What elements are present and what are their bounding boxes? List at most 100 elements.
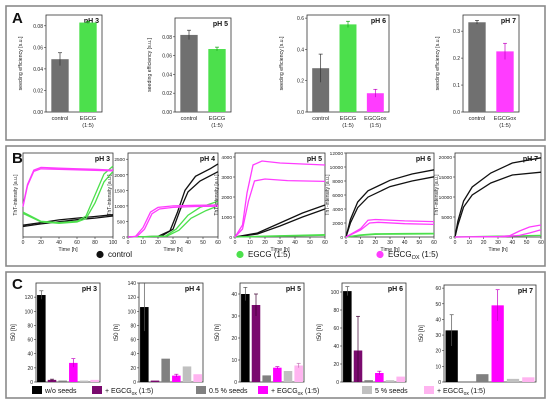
bar bbox=[58, 380, 67, 382]
bar bbox=[161, 358, 170, 382]
series-line bbox=[454, 171, 542, 238]
line-chart: pH 6 ThT-intensity [a.u.] Time [h] 0 10 20 30 4… bbox=[325, 151, 437, 253]
line-chart: pH 4 ThT-intensity [a.u.] Time [h] 0 10 20 30 4… bbox=[107, 152, 221, 253]
series-line bbox=[454, 157, 542, 238]
y-tick-label: 12000 bbox=[330, 151, 344, 157]
bar bbox=[47, 379, 57, 382]
y-tick-label: 60 bbox=[333, 326, 339, 332]
y-tick-label: 40 bbox=[435, 317, 441, 323]
y-tick-label: 30 bbox=[231, 314, 237, 320]
y-axis-label: ThT-intensity [a.u.] bbox=[325, 174, 331, 216]
category-sublabel: (1:5) bbox=[370, 123, 382, 129]
legend-label: 5 % seeds bbox=[375, 388, 408, 395]
legend-item: control bbox=[96, 250, 132, 259]
bar-chart: pH 5 t50 [h] 0 10 20 30 40 bbox=[215, 282, 305, 386]
x-tick-label: 10 bbox=[467, 240, 473, 246]
series-line bbox=[234, 160, 326, 238]
plot-area bbox=[239, 282, 305, 383]
series-line bbox=[22, 170, 114, 224]
legend-label: + EGCGox (1:5) bbox=[437, 388, 485, 397]
y-tick-label: 1000 bbox=[221, 215, 232, 221]
x-tick-label: 100 bbox=[109, 240, 118, 246]
legend-item: 0.5 % seeds bbox=[196, 386, 248, 395]
category-label: control bbox=[181, 116, 198, 122]
y-tick-label: 0.08 bbox=[33, 24, 43, 30]
y-tick-label: 50 bbox=[435, 302, 441, 308]
y-tick-label: 0.00 bbox=[33, 110, 43, 116]
legend-label: + EGCGox (1:5) bbox=[271, 388, 319, 397]
series-line bbox=[127, 204, 219, 238]
chart-title: pH 5 bbox=[286, 286, 301, 293]
y-tick-label: 40 bbox=[130, 352, 136, 358]
bar bbox=[522, 377, 535, 382]
y-tick-label: 500 bbox=[117, 219, 125, 225]
x-tick-label: 60 bbox=[538, 240, 544, 246]
legend-item: 5 % seeds bbox=[362, 386, 408, 395]
x-tick-label: 50 bbox=[307, 240, 313, 246]
chart-title: pH 5 bbox=[213, 21, 228, 28]
y-axis-label: ThT-intensity [a.u.] bbox=[434, 174, 440, 216]
y-tick-label: 0.4 bbox=[297, 47, 304, 53]
chart-title: pH 7 bbox=[518, 288, 533, 295]
y-axis-label: seeding efficiency [s.u.] bbox=[279, 36, 285, 90]
x-tick-label: 20 bbox=[262, 240, 268, 246]
category-label: EGCG bbox=[340, 116, 356, 122]
bar bbox=[468, 22, 486, 112]
series-line bbox=[345, 221, 435, 238]
x-tick-label: 50 bbox=[417, 240, 423, 246]
bar bbox=[343, 291, 352, 382]
y-tick-label: 80 bbox=[333, 308, 339, 314]
y-tick-label: 0.04 bbox=[162, 72, 172, 78]
bar bbox=[251, 305, 261, 382]
legend-item: + EGCGox (1:5) bbox=[92, 386, 153, 397]
panel-label: C bbox=[12, 276, 23, 293]
plot-area bbox=[138, 282, 204, 383]
y-tick-label: 80 bbox=[27, 323, 33, 329]
series-line bbox=[345, 233, 435, 238]
legend-swatch bbox=[32, 386, 42, 394]
y-tick-label: 6000 bbox=[332, 193, 343, 199]
y-tick-label: 0 bbox=[340, 235, 343, 241]
x-tick-label: 40 bbox=[292, 240, 298, 246]
bar bbox=[366, 93, 384, 112]
y-tick-label: 0.08 bbox=[162, 35, 172, 41]
y-axis-label: seeding efficiency [s.u.] bbox=[147, 38, 153, 92]
bar bbox=[79, 22, 97, 112]
x-tick-label: 0 bbox=[234, 240, 237, 246]
y-tick-label: 10000 bbox=[439, 195, 453, 201]
bar-chart: pH 4 t50 [h] 0 20 40 60 80 100 120 140 bbox=[114, 281, 204, 386]
legend-item: w/o seeds bbox=[32, 386, 77, 395]
series-line bbox=[127, 163, 219, 238]
y-tick-label: 30 bbox=[435, 333, 441, 339]
y-tick-label: 60 bbox=[435, 286, 441, 292]
line-chart: pH 5 ThT-intensity [a.u.] Time [h] 0 10 20 30 4… bbox=[214, 152, 328, 253]
y-tick-label: 0.00 bbox=[162, 110, 172, 116]
y-tick-label: 40 bbox=[27, 352, 33, 358]
bar bbox=[51, 59, 69, 112]
chart-title: pH 4 bbox=[185, 286, 200, 293]
x-tick-label: 10 bbox=[140, 240, 146, 246]
y-tick-label: 20 bbox=[333, 362, 339, 368]
y-tick-label: 0.6 bbox=[297, 16, 304, 22]
x-tick-label: 40 bbox=[402, 240, 408, 246]
bar bbox=[445, 330, 458, 382]
bar bbox=[180, 34, 198, 112]
y-tick-label: 0.2 bbox=[297, 79, 304, 85]
bar bbox=[208, 49, 226, 112]
y-tick-label: 80 bbox=[130, 323, 136, 329]
category-sublabel: (1:5) bbox=[211, 123, 223, 129]
legend-label: + EGCGox (1:5) bbox=[105, 388, 153, 397]
y-tick-label: 0 bbox=[449, 235, 452, 241]
series-line bbox=[234, 208, 326, 238]
category-label: EGCG bbox=[209, 116, 225, 122]
category-label: EGCGox bbox=[364, 116, 387, 122]
line-chart: pH 3 ThT-intensity [a.u.] Time [h] 0 20 40 60 8… bbox=[13, 152, 118, 253]
y-tick-label: 100 bbox=[128, 309, 137, 315]
y-tick-label: 0.02 bbox=[162, 91, 172, 97]
bar bbox=[37, 295, 46, 382]
plot-area bbox=[341, 282, 407, 383]
y-axis-label: t50 [h] bbox=[114, 324, 120, 341]
x-tick-label: 20 bbox=[38, 240, 44, 246]
category-label: EGCGox bbox=[494, 116, 517, 122]
